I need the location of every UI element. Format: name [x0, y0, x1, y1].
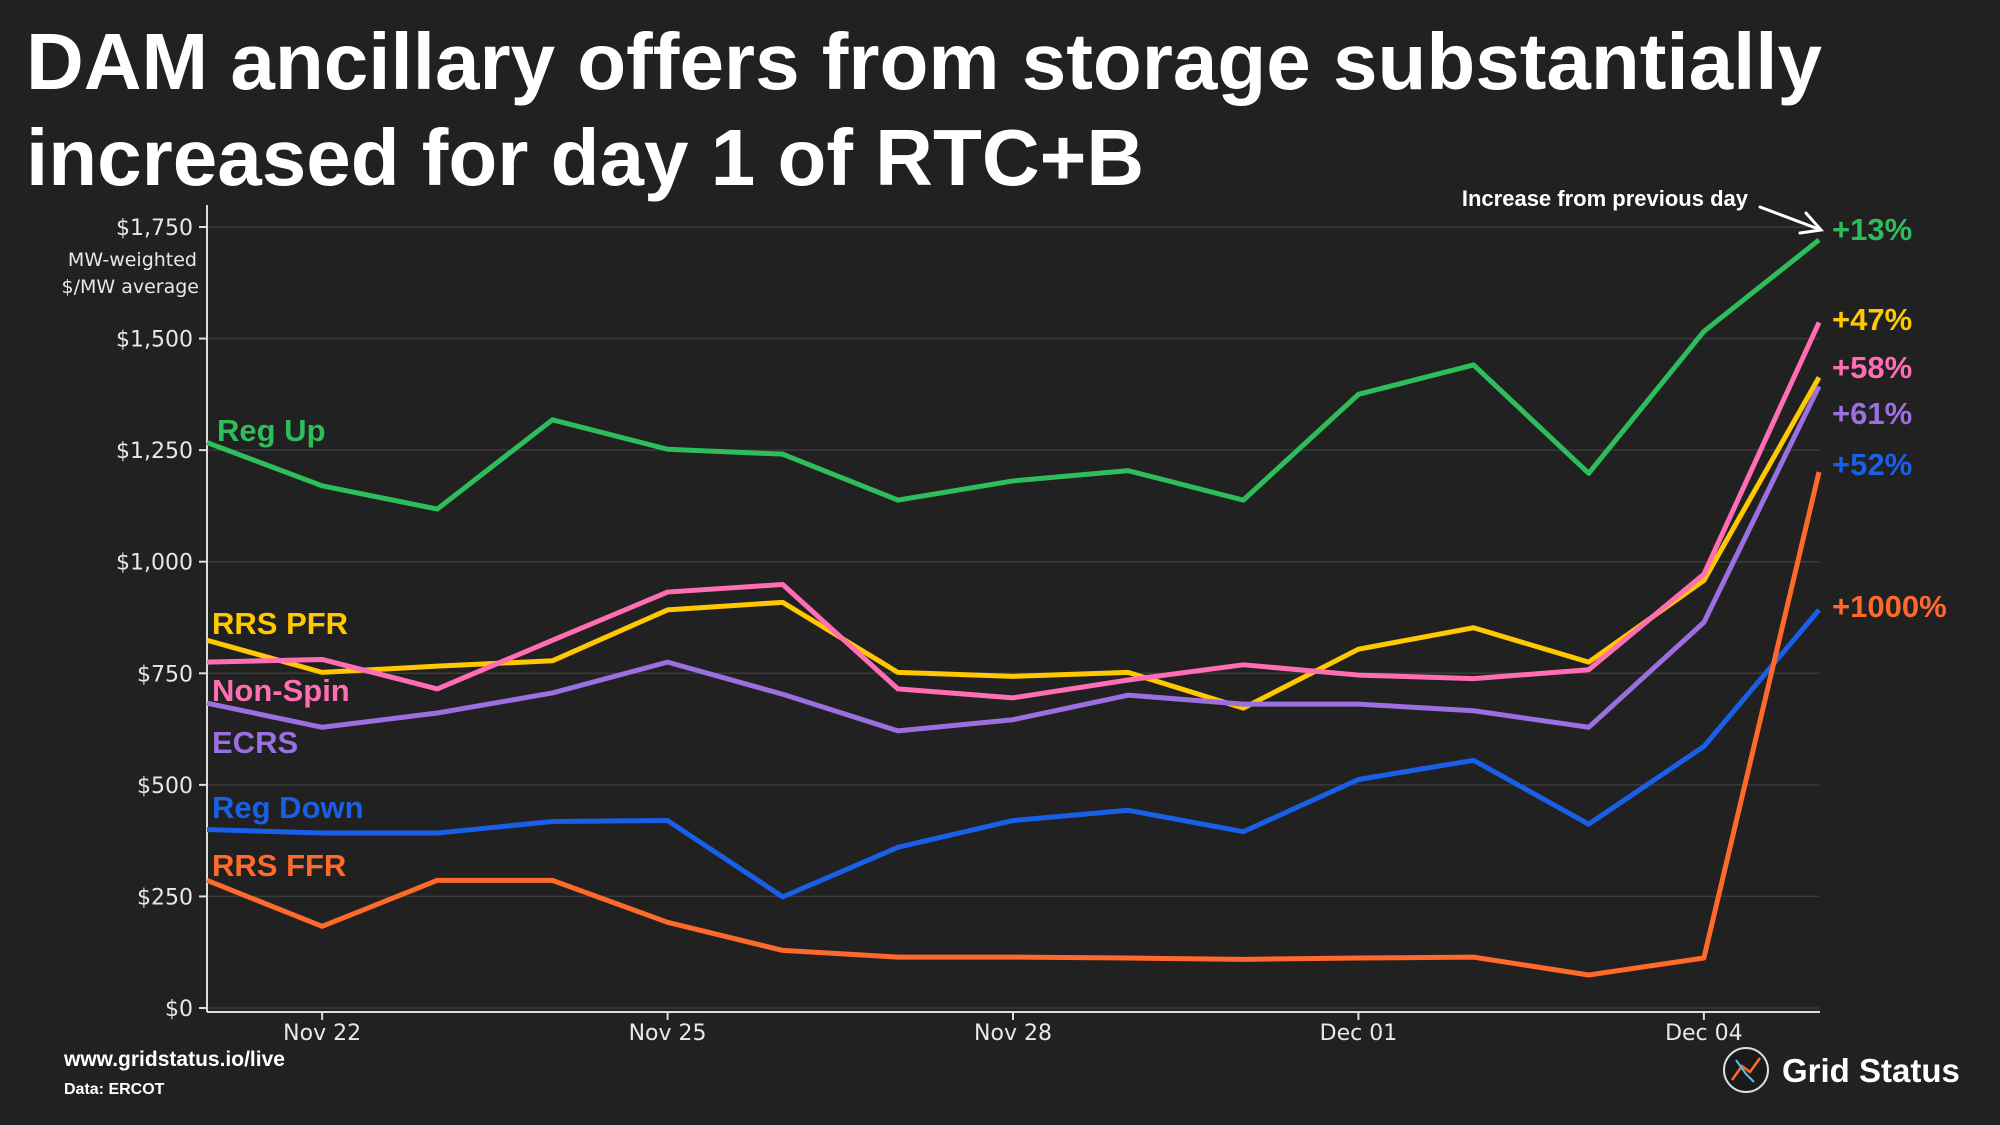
- series-name-label: Reg Up: [217, 413, 326, 448]
- series-name-label: ECRS: [212, 725, 298, 760]
- series-labels: Reg Up +13% RRS PFR +47% Non-Spin +58% ECRS +61…: [212, 212, 1947, 883]
- y-tick-label: $1,250: [116, 439, 193, 464]
- footer-url[interactable]: www.gridstatus.io/live: [63, 1048, 285, 1071]
- y-tick-label: $1,000: [116, 551, 193, 576]
- series-line-rrs-pfr: [206, 376, 1822, 711]
- y-tick-label: $500: [137, 774, 193, 799]
- series-name-label: RRS FFR: [212, 848, 346, 883]
- y-tick-label: $0: [165, 997, 193, 1022]
- x-tick-label: Nov 22: [283, 1021, 361, 1046]
- x-tick-label: Nov 28: [974, 1021, 1052, 1046]
- y-axis-label-line-1: MW-weighted: [68, 249, 197, 271]
- series-change-label: +58%: [1832, 350, 1912, 385]
- series-name-label: RRS PFR: [212, 606, 348, 641]
- series-change-label: +1000%: [1832, 589, 1947, 624]
- x-tick-label: Dec 01: [1320, 1021, 1398, 1046]
- gridlines: [207, 226, 1819, 1009]
- series-name-label: Non-Spin: [212, 673, 350, 708]
- series-change-label: +61%: [1832, 396, 1912, 431]
- y-tick-label: $750: [137, 662, 193, 687]
- annotation-arrow-icon: [1758, 205, 1824, 235]
- y-axis-label-line-2: $/MW average: [62, 276, 200, 298]
- series-line-ecrs: [206, 385, 1822, 734]
- series-change-label: +13%: [1832, 212, 1912, 247]
- annotation-text: Increase from previous day: [1462, 186, 1749, 211]
- title-line-2: increased for day 1 of RTC+B: [26, 113, 1145, 202]
- series-line-non-spin: [206, 321, 1822, 701]
- series-line-reg-down: [206, 608, 1821, 900]
- x-tick-label: Nov 25: [629, 1021, 707, 1046]
- footer-source: Data: ERCOT: [64, 1081, 165, 1098]
- x-tick-label: Dec 04: [1665, 1021, 1743, 1046]
- grid-status-logo-icon: [1723, 1047, 1769, 1093]
- y-axis-ticks: $0 $250 $500 $750 $1,000 $1,250 $1,500 $1,750: [116, 216, 207, 1022]
- y-tick-label: $1,750: [116, 216, 193, 241]
- series-line-reg-up: [206, 237, 1821, 512]
- brand-name: Grid Status: [1782, 1052, 1960, 1089]
- series-change-label: +47%: [1832, 302, 1912, 337]
- y-tick-label: $250: [137, 885, 193, 910]
- y-tick-label: $1,500: [116, 328, 193, 353]
- chart-title: DAM ancillary offers from storage substa…: [26, 14, 1822, 206]
- series-lines: [206, 237, 1822, 978]
- title-line-1: DAM ancillary offers from storage substa…: [26, 17, 1823, 106]
- series-name-label: Reg Down: [212, 790, 364, 825]
- x-axis-ticks: Nov 22 Nov 25 Nov 28 Dec 01 Dec 04: [283, 1012, 1743, 1046]
- series-change-label: +52%: [1832, 447, 1912, 482]
